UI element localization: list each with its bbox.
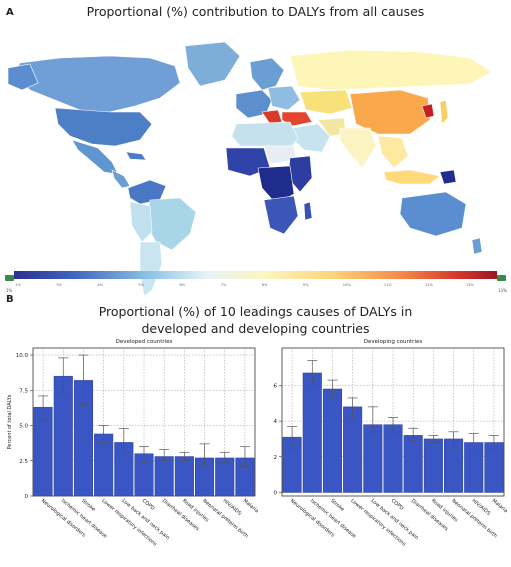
map-region-papua: [439, 169, 457, 185]
bar: [322, 388, 342, 493]
bar-section-title-line1: Proportional (%) of 10 leadings causes o…: [98, 304, 413, 319]
y-tick-label: 2.5: [19, 459, 28, 465]
map-region-australia: [399, 191, 467, 237]
color-scale: 1% 13% 1% 3% 4% 5% 6% 7% 8% 9% 10% 11% 12% 13%: [5, 271, 507, 293]
y-tick-label: 6: [274, 383, 278, 389]
bar: [215, 457, 235, 497]
bar: [484, 442, 504, 493]
color-scale-end-left: 1%: [6, 288, 13, 293]
map-region-central-america: [111, 169, 131, 189]
color-scale-end-right: 13%: [498, 288, 507, 293]
color-scale-ticks: 1% 3% 4% 5% 6% 7% 8% 9% 10% 11% 12% 13%: [15, 283, 474, 287]
world-choropleth-map: [7, 41, 493, 297]
y-tick-label: 5.0: [19, 424, 28, 430]
map-region-scandinavia: [249, 57, 285, 91]
color-scale-tick-label: 11%: [384, 283, 393, 287]
bar: [174, 456, 194, 497]
map-region-peru-bolivia: [129, 201, 153, 243]
bar: [423, 438, 443, 493]
y-axis-label: Percent of total DALYs: [7, 394, 13, 449]
chart-title: Developing countries: [364, 339, 423, 345]
color-scale-gradient: [14, 271, 497, 279]
bar: [94, 433, 114, 497]
x-tick-label: COPD: [141, 498, 156, 512]
color-scale-tick-label: 12%: [425, 283, 434, 287]
y-tick-label: 0: [274, 490, 278, 496]
map-region-indonesia: [383, 169, 441, 185]
map-region-southeast-asia: [377, 135, 409, 169]
bar-section-title-line2: developed and developing countries: [141, 321, 370, 336]
map-title: Proportional (%) contribution to DALYs f…: [86, 4, 425, 19]
color-scale-tick-label: 6%: [180, 283, 186, 287]
map-region-korea: [421, 103, 435, 119]
developed-countries-chart: Developed countries Percent of total DALY…: [7, 339, 260, 548]
y-tick-label: 7.5: [19, 388, 28, 394]
map-region-mexico: [71, 139, 119, 175]
bar: [53, 375, 73, 497]
x-tick-label: Stroke: [80, 498, 96, 513]
x-tick-label: Stroke: [329, 498, 345, 513]
map-region-caribbean: [125, 151, 147, 161]
map-region-south-asia: [339, 127, 377, 169]
color-scale-left-marker: [5, 275, 14, 281]
color-scale-tick-label: 7%: [221, 283, 227, 287]
map-region-central-asia: [299, 89, 353, 115]
color-scale-tick-label: 9%: [303, 283, 309, 287]
map-region-southern-africa: [263, 195, 299, 235]
color-scale-tick-label: 10%: [343, 283, 352, 287]
world-map: [7, 41, 493, 297]
panel-b-letter: B: [6, 294, 14, 305]
x-tick-label: Diarrheal diseases: [161, 498, 200, 532]
bar: [343, 406, 363, 493]
map-region-greenland: [184, 41, 241, 87]
map-region-russia: [289, 49, 493, 91]
color-scale-tick-label: 1%: [15, 283, 21, 287]
map-region-new-zealand: [471, 237, 483, 255]
map-region-japan: [439, 99, 449, 125]
bar: [383, 424, 403, 493]
color-scale-tick-label: 4%: [97, 283, 103, 287]
bar: [154, 456, 174, 497]
x-tick-label: COPD: [390, 498, 405, 512]
y-tick-label: 2: [274, 455, 278, 461]
bar: [403, 435, 423, 493]
map-region-alaska: [7, 63, 39, 91]
map-region-china: [349, 89, 431, 135]
map-region-north-africa: [231, 121, 299, 147]
panel-a-letter: A: [6, 7, 14, 18]
color-scale-tick-label: 5%: [138, 283, 144, 287]
x-tick-label: Malaria: [491, 498, 509, 514]
map-region-eastern-europe: [267, 85, 301, 111]
color-scale-tick-label: 8%: [262, 283, 268, 287]
color-scale-right-marker: [497, 275, 506, 281]
x-tick-label: Diarrheal diseases: [410, 498, 449, 532]
map-region-canada: [13, 55, 181, 114]
chart-title: Developed countries: [116, 339, 173, 345]
y-tick-label: 4: [274, 419, 278, 425]
bar: [33, 406, 53, 497]
bar: [302, 372, 322, 493]
y-tick-label: 0: [25, 494, 29, 500]
map-region-usa: [54, 107, 153, 147]
color-scale-tick-label: 13%: [466, 283, 475, 287]
map-region-madagascar: [303, 201, 313, 221]
bar: [363, 424, 383, 493]
bar-section-title: Proportional (%) of 10 leadings causes o…: [0, 303, 511, 337]
y-tick-label: 10.0: [16, 353, 29, 359]
color-scale-tick-label: 3%: [56, 283, 62, 287]
x-tick-label: Malaria: [242, 498, 260, 514]
map-region-balkans: [261, 109, 283, 125]
